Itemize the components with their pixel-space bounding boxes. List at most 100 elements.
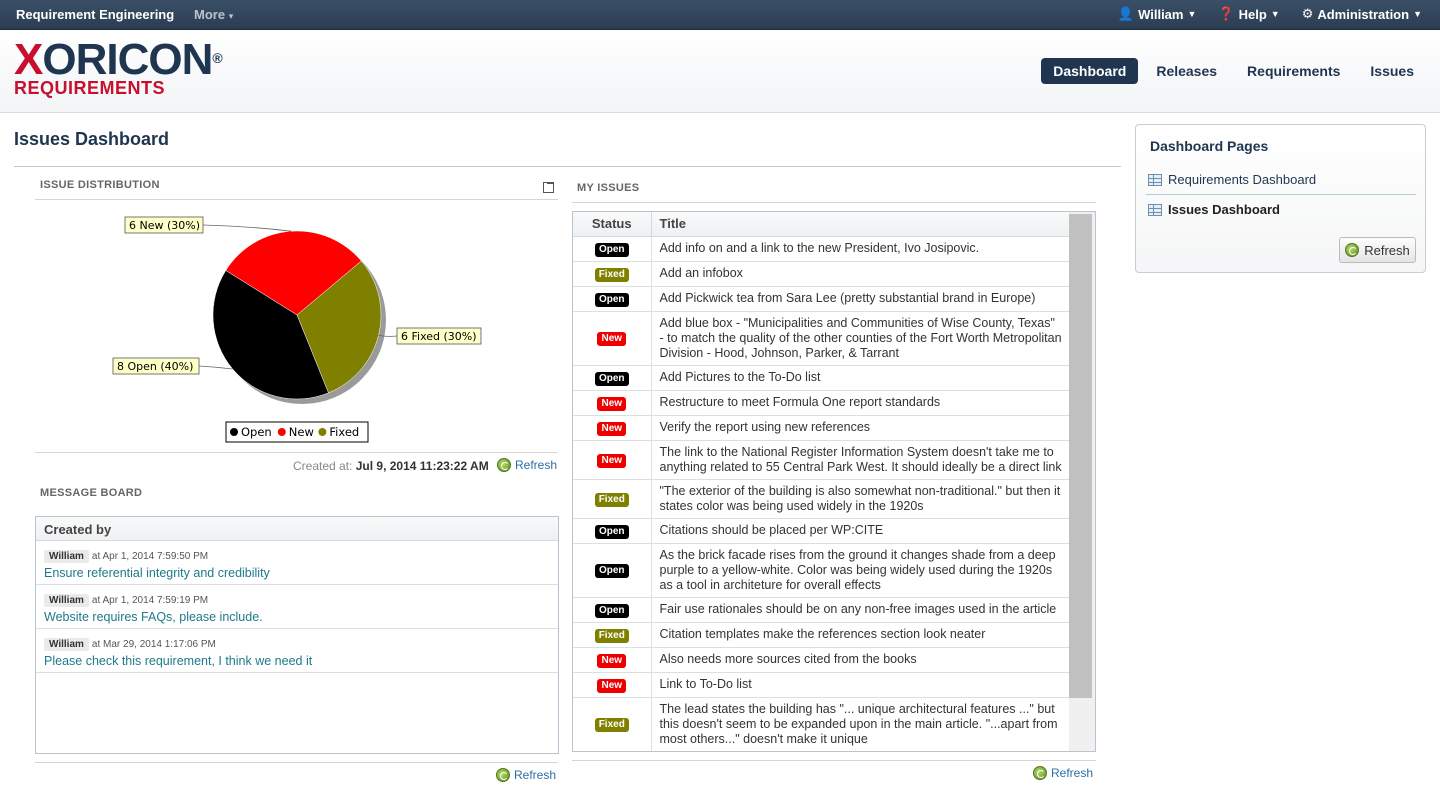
- scrollbar-thumb[interactable]: [1069, 214, 1092, 698]
- table-row[interactable]: Open As the brick facade rises from the g…: [573, 543, 1070, 598]
- status-cell: Fixed: [573, 479, 652, 519]
- nav-issues[interactable]: Issues: [1370, 63, 1414, 79]
- legend-dot-fixed: [318, 428, 327, 436]
- caret-down-icon: ▼: [1270, 9, 1280, 19]
- message-link[interactable]: Website requires FAQs, please include.: [44, 610, 263, 624]
- table-row[interactable]: Fixed Add an infobox: [573, 261, 1070, 287]
- issue-title[interactable]: Citation templates make the references s…: [651, 622, 1070, 648]
- sidebar-item-issues-dashboard[interactable]: Issues Dashboard: [1148, 202, 1280, 217]
- title-column-header[interactable]: Title: [651, 212, 1070, 237]
- created-label: Created at:: [293, 459, 353, 473]
- issues-refresh-link[interactable]: Refresh: [1033, 766, 1093, 780]
- table-row[interactable]: New Add blue box - "Municipalities and Co…: [573, 311, 1070, 366]
- refresh-label: Refresh: [1364, 242, 1410, 258]
- table-row[interactable]: New Link to To-Do list: [573, 672, 1070, 698]
- grid-icon: [1148, 203, 1162, 216]
- issue-title[interactable]: Add info on and a link to the new Presid…: [651, 236, 1070, 262]
- table-row[interactable]: Open Add Pictures to the To-Do list: [573, 365, 1070, 391]
- chart-refresh-link[interactable]: Refresh: [497, 458, 557, 472]
- sidebar-refresh-button[interactable]: Refresh: [1339, 237, 1416, 263]
- issue-title[interactable]: Add Pickwick tea from Sara Lee (pretty s…: [651, 286, 1070, 312]
- status-badge: Open: [594, 524, 629, 539]
- issue-title[interactable]: Link to To-Do list: [651, 672, 1070, 698]
- help-menu[interactable]: ❓ Help ▼: [1218, 6, 1279, 22]
- title-divider: [14, 166, 1121, 167]
- gear-icon: ⚙: [1301, 6, 1314, 21]
- issue-title[interactable]: Add Pictures to the To-Do list: [651, 365, 1070, 391]
- sidebar-item-label: Requirements Dashboard: [1168, 172, 1317, 187]
- table-row[interactable]: Fixed The lead states the building has ".…: [573, 697, 1070, 751]
- status-badge: New: [597, 653, 627, 668]
- top-right-menu: 👤 William ▼ ❓ Help ▼ ⚙ Administration ▼: [1118, 6, 1422, 22]
- user-icon: 👤: [1117, 6, 1135, 21]
- refresh-icon: [497, 458, 511, 472]
- table-row[interactable]: Open Add Pickwick tea from Sara Lee (pret…: [573, 286, 1070, 312]
- message-board: Created by William at Apr 1, 2014 7:59:50…: [35, 516, 559, 754]
- grid-icon: [1148, 173, 1162, 186]
- status-badge: Open: [594, 564, 629, 578]
- status-cell: Fixed: [573, 622, 652, 648]
- nav-requirements[interactable]: Requirements: [1247, 63, 1341, 79]
- issue-title[interactable]: The link to the National Register Inform…: [651, 440, 1070, 480]
- registered-mark: ®: [212, 50, 222, 66]
- status-column-header[interactable]: Status: [573, 212, 652, 237]
- issue-distribution-heading: ISSUE DISTRIBUTION: [40, 179, 160, 191]
- legend-dot-open: [230, 428, 238, 436]
- nav-releases[interactable]: Releases: [1156, 63, 1218, 79]
- table-row[interactable]: Open Citations should be placed per WP:CI…: [573, 518, 1070, 544]
- message-item: William at Apr 1, 2014 7:59:50 PM Ensure r…: [36, 541, 558, 585]
- status-cell: Fixed: [573, 261, 652, 287]
- issue-title[interactable]: Also needs more sources cited from the b…: [651, 647, 1070, 673]
- issue-title[interactable]: Add blue box - "Municipalities and Commu…: [651, 311, 1070, 366]
- admin-label: Administration: [1317, 6, 1410, 22]
- divider: [35, 762, 558, 763]
- divider: [572, 202, 1096, 203]
- status-badge: New: [597, 453, 627, 468]
- created-by-header[interactable]: Created by: [36, 517, 558, 541]
- top-bar: Requirement Engineering More ▾ 👤 William ▼…: [0, 0, 1440, 30]
- message-link[interactable]: Ensure referential integrity and credibi…: [44, 566, 270, 580]
- table-row[interactable]: New Restructure to meet Formula One repor…: [573, 390, 1070, 416]
- legend-label-open: Open: [241, 425, 272, 439]
- slice-label-fixed: 6 Fixed (30%): [401, 330, 477, 343]
- admin-menu[interactable]: ⚙ Administration ▼: [1302, 6, 1422, 22]
- more-menu[interactable]: More ▾: [194, 7, 233, 22]
- table-row[interactable]: Open Add info on and a link to the new Pr…: [573, 236, 1070, 262]
- sidebar-item-requirements-dashboard[interactable]: Requirements Dashboard: [1148, 172, 1316, 187]
- message-refresh-link[interactable]: Refresh: [496, 768, 556, 782]
- status-cell: Open: [573, 236, 652, 262]
- table-row[interactable]: New Also needs more sources cited from th…: [573, 647, 1070, 673]
- logo-x-letter: X: [14, 35, 43, 84]
- message-link[interactable]: Please check this requirement, I think w…: [44, 654, 313, 668]
- logo[interactable]: XORICON® REQUIREMENTS: [14, 38, 223, 98]
- table-row[interactable]: New The link to the National Register Inf…: [573, 440, 1070, 480]
- issue-title[interactable]: Add an infobox: [651, 261, 1070, 287]
- issue-title[interactable]: Fair use rationales should be on any non…: [651, 597, 1070, 623]
- status-cell: New: [573, 440, 652, 480]
- message-author: William: [44, 594, 89, 607]
- table-row[interactable]: Open Fair use rationales should be on any…: [573, 597, 1070, 623]
- user-menu[interactable]: 👤 William ▼: [1118, 6, 1197, 22]
- scrollbar[interactable]: [1069, 212, 1095, 751]
- table-row[interactable]: Fixed Citation templates make the referen…: [573, 622, 1070, 648]
- app-name[interactable]: Requirement Engineering: [16, 7, 175, 22]
- issue-title[interactable]: The lead states the building has "... un…: [651, 697, 1070, 751]
- issue-title[interactable]: Verify the report using new references: [651, 415, 1070, 441]
- callout-box: [396, 327, 482, 345]
- message-list: William at Apr 1, 2014 7:59:50 PM Ensure r…: [36, 541, 558, 673]
- expand-icon[interactable]: [543, 182, 554, 193]
- issue-title[interactable]: As the brick facade rises from the groun…: [651, 543, 1070, 598]
- issue-title[interactable]: "The exterior of the building is also so…: [651, 479, 1070, 519]
- issues-table: Status Title Open Add info on and a link …: [572, 211, 1096, 752]
- sidebar-item-label: Issues Dashboard: [1168, 202, 1280, 217]
- help-label: Help: [1238, 6, 1267, 22]
- issue-title[interactable]: Restructure to meet Formula One report s…: [651, 390, 1070, 416]
- table-row[interactable]: New Verify the report using new reference…: [573, 415, 1070, 441]
- table-row[interactable]: Fixed "The exterior of the building is al…: [573, 479, 1070, 519]
- message-author: William: [44, 638, 89, 651]
- table-header-row: Status Title: [573, 212, 1070, 237]
- divider: [35, 452, 558, 453]
- page-title: Issues Dashboard: [14, 129, 170, 149]
- nav-dashboard[interactable]: Dashboard: [1041, 58, 1139, 84]
- issue-title[interactable]: Citations should be placed per WP:CITE: [651, 518, 1070, 544]
